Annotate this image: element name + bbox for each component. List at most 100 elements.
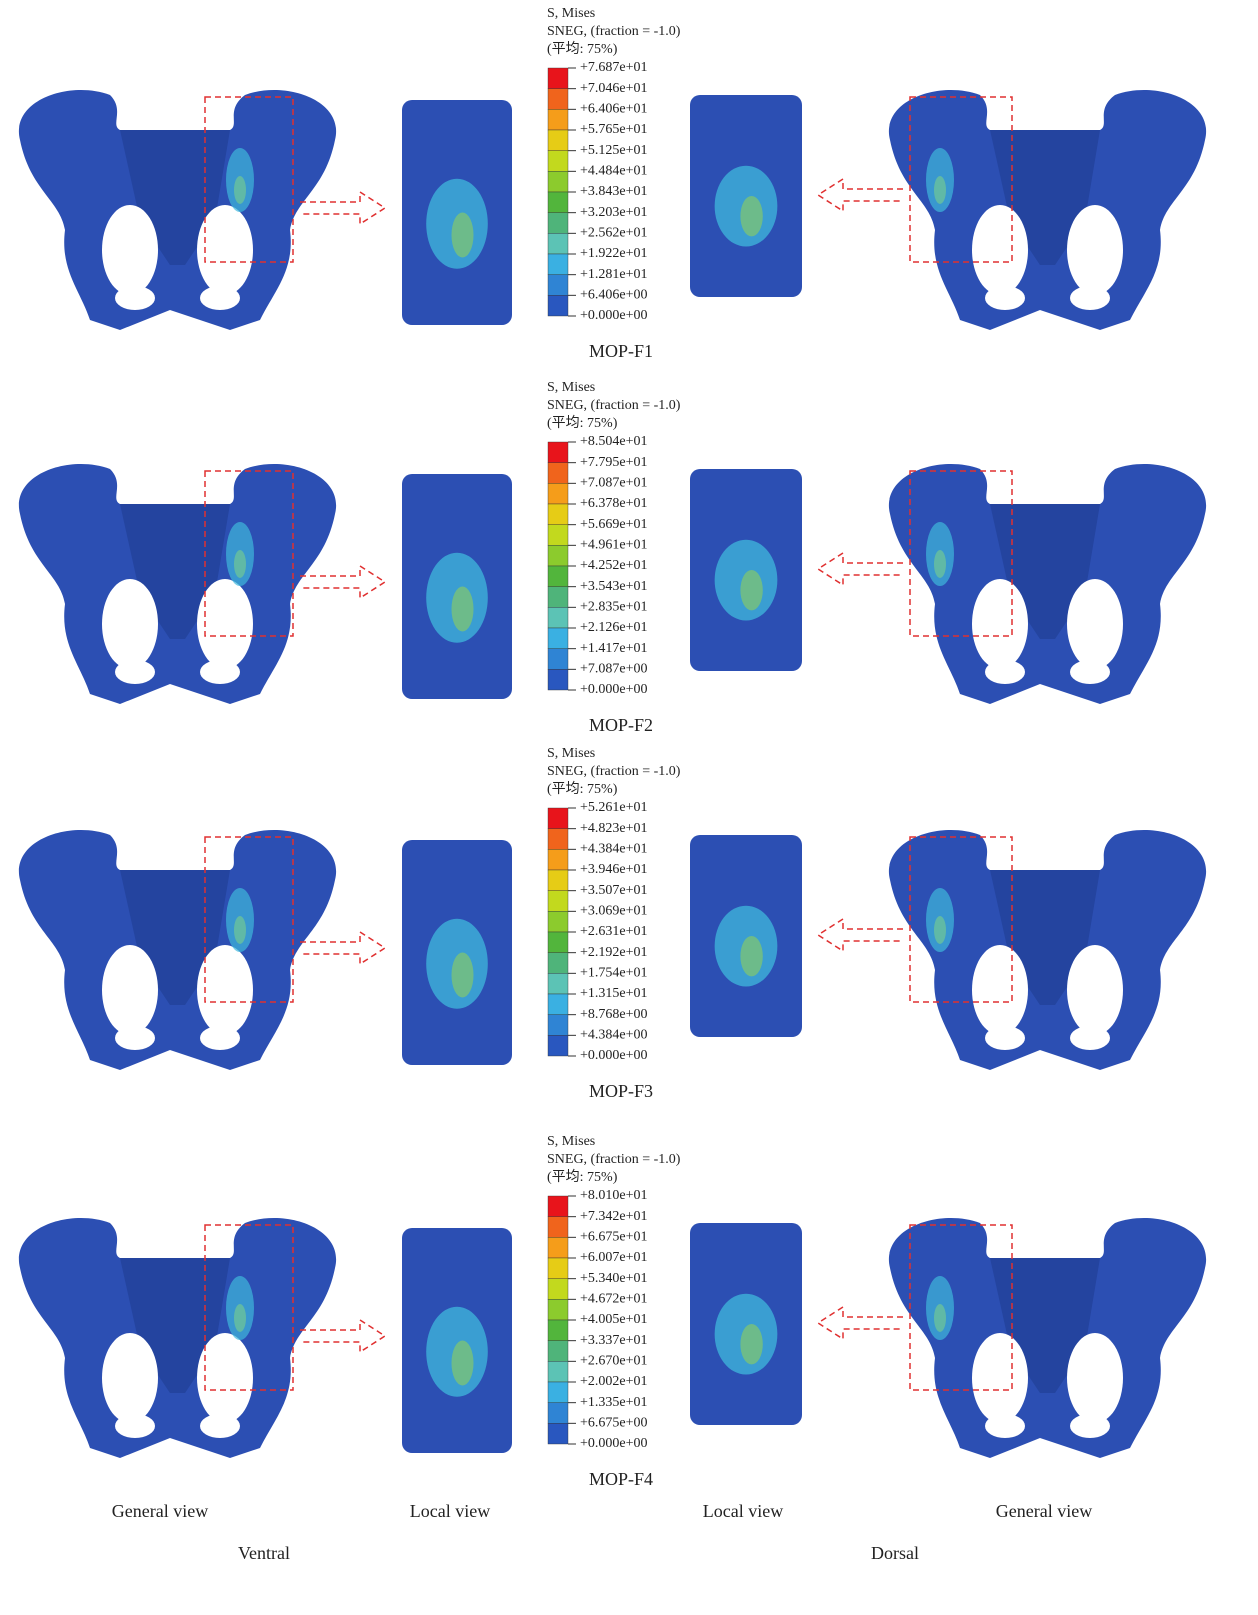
pelvis xyxy=(889,90,1206,330)
legend-label: +7.795e+01 xyxy=(580,455,648,470)
obturator xyxy=(115,660,155,684)
foramen xyxy=(102,205,158,295)
legend-header: S, Mises xyxy=(547,1134,595,1149)
legend-band xyxy=(548,607,568,628)
view-label: Local view xyxy=(703,1501,783,1521)
legend-band xyxy=(548,932,568,953)
legend-label: +6.675e+01 xyxy=(580,1230,648,1245)
legend-label: +7.046e+01 xyxy=(580,81,648,96)
stress xyxy=(934,550,946,578)
legend-label: +8.504e+01 xyxy=(580,434,648,449)
arrow xyxy=(818,1307,903,1339)
obturator xyxy=(1070,286,1110,310)
legend-label: +0.000e+00 xyxy=(580,308,648,323)
foramen xyxy=(1067,579,1123,669)
legend-label: +4.672e+01 xyxy=(580,1292,648,1307)
stress xyxy=(452,1341,474,1386)
legend-band xyxy=(548,130,568,151)
pelvis xyxy=(19,830,336,1070)
foramen xyxy=(972,1333,1028,1423)
legend-band xyxy=(548,1279,568,1300)
legend-label: +1.754e+01 xyxy=(580,966,648,981)
legend-label: +4.484e+01 xyxy=(580,164,648,179)
legend-label: +4.005e+01 xyxy=(580,1312,648,1327)
side-label: Dorsal xyxy=(871,1543,919,1563)
legend-label: +5.765e+01 xyxy=(580,122,648,137)
legend-label: +5.669e+01 xyxy=(580,517,648,532)
arrow xyxy=(300,192,385,224)
pelvis xyxy=(889,830,1206,1070)
legend-band xyxy=(548,463,568,484)
panel-title: MOP-F2 xyxy=(589,715,653,735)
legend-band xyxy=(548,68,568,89)
legend-label: +3.543e+01 xyxy=(580,579,648,594)
stress xyxy=(452,587,474,632)
legend-label: +0.000e+00 xyxy=(580,1048,648,1063)
legend-label: +5.340e+01 xyxy=(580,1271,648,1286)
legend-label: +2.670e+01 xyxy=(580,1354,648,1369)
view-label: Local view xyxy=(410,1501,490,1521)
legend-band xyxy=(548,295,568,316)
stress xyxy=(234,916,246,944)
legend-header: SNEG, (fraction = -1.0) xyxy=(547,24,681,39)
legend-label: +7.687e+01 xyxy=(580,60,648,75)
legend-band xyxy=(548,994,568,1015)
legend-label: +4.961e+01 xyxy=(580,538,648,553)
legend-band xyxy=(548,1258,568,1279)
legend-band xyxy=(548,1035,568,1056)
arrow xyxy=(300,566,385,598)
obturator xyxy=(200,1414,240,1438)
panel-title: MOP-F1 xyxy=(589,341,653,361)
legend-band xyxy=(548,1403,568,1424)
stress xyxy=(740,196,762,236)
obturator xyxy=(115,286,155,310)
arrow xyxy=(818,919,903,951)
legend-band xyxy=(548,1423,568,1444)
foramen xyxy=(1067,1333,1123,1423)
legend-label: +6.675e+00 xyxy=(580,1416,648,1431)
legend-label: +1.922e+01 xyxy=(580,246,648,261)
obturator xyxy=(985,660,1025,684)
legend-label: +3.069e+01 xyxy=(580,904,648,919)
legend-band xyxy=(548,649,568,670)
legend-band xyxy=(548,275,568,296)
stress xyxy=(934,916,946,944)
legend-label: +4.252e+01 xyxy=(580,558,648,573)
pelvis xyxy=(889,1218,1206,1458)
foramen xyxy=(972,205,1028,295)
legend-label: +7.342e+01 xyxy=(580,1209,648,1224)
legend-label: +2.002e+01 xyxy=(580,1374,648,1389)
stress xyxy=(234,550,246,578)
legend-band xyxy=(548,1015,568,1036)
legend-label: +7.087e+01 xyxy=(580,476,648,491)
obturator xyxy=(985,1026,1025,1050)
legend-label: +1.315e+01 xyxy=(580,986,648,1001)
arrow xyxy=(300,932,385,964)
figure: S, Mises SNEG, (fraction = -1.0) (平均: 75%)… xyxy=(0,0,1258,1615)
legend-band xyxy=(548,808,568,829)
legend-band xyxy=(548,483,568,504)
obturator xyxy=(985,286,1025,310)
legend-label: +8.010e+01 xyxy=(580,1188,648,1203)
legend-band xyxy=(548,669,568,690)
obturator xyxy=(115,1414,155,1438)
foramen xyxy=(102,1333,158,1423)
legend-header: (平均: 75%) xyxy=(547,781,618,797)
legend-band xyxy=(548,849,568,870)
legend-band xyxy=(548,566,568,587)
obturator xyxy=(200,286,240,310)
legend-header: (平均: 75%) xyxy=(547,1169,618,1185)
panel-title: MOP-F3 xyxy=(589,1081,653,1101)
legend-band xyxy=(548,545,568,566)
legend-label: +7.087e+00 xyxy=(580,662,648,677)
legend-band xyxy=(548,829,568,850)
legend-label: +0.000e+00 xyxy=(580,682,648,697)
view-label: General view xyxy=(996,1501,1092,1521)
legend-label: +3.843e+01 xyxy=(580,184,648,199)
pelvis xyxy=(19,90,336,330)
legend-band xyxy=(548,192,568,213)
legend-header: SNEG, (fraction = -1.0) xyxy=(547,398,681,413)
legend-band xyxy=(548,587,568,608)
